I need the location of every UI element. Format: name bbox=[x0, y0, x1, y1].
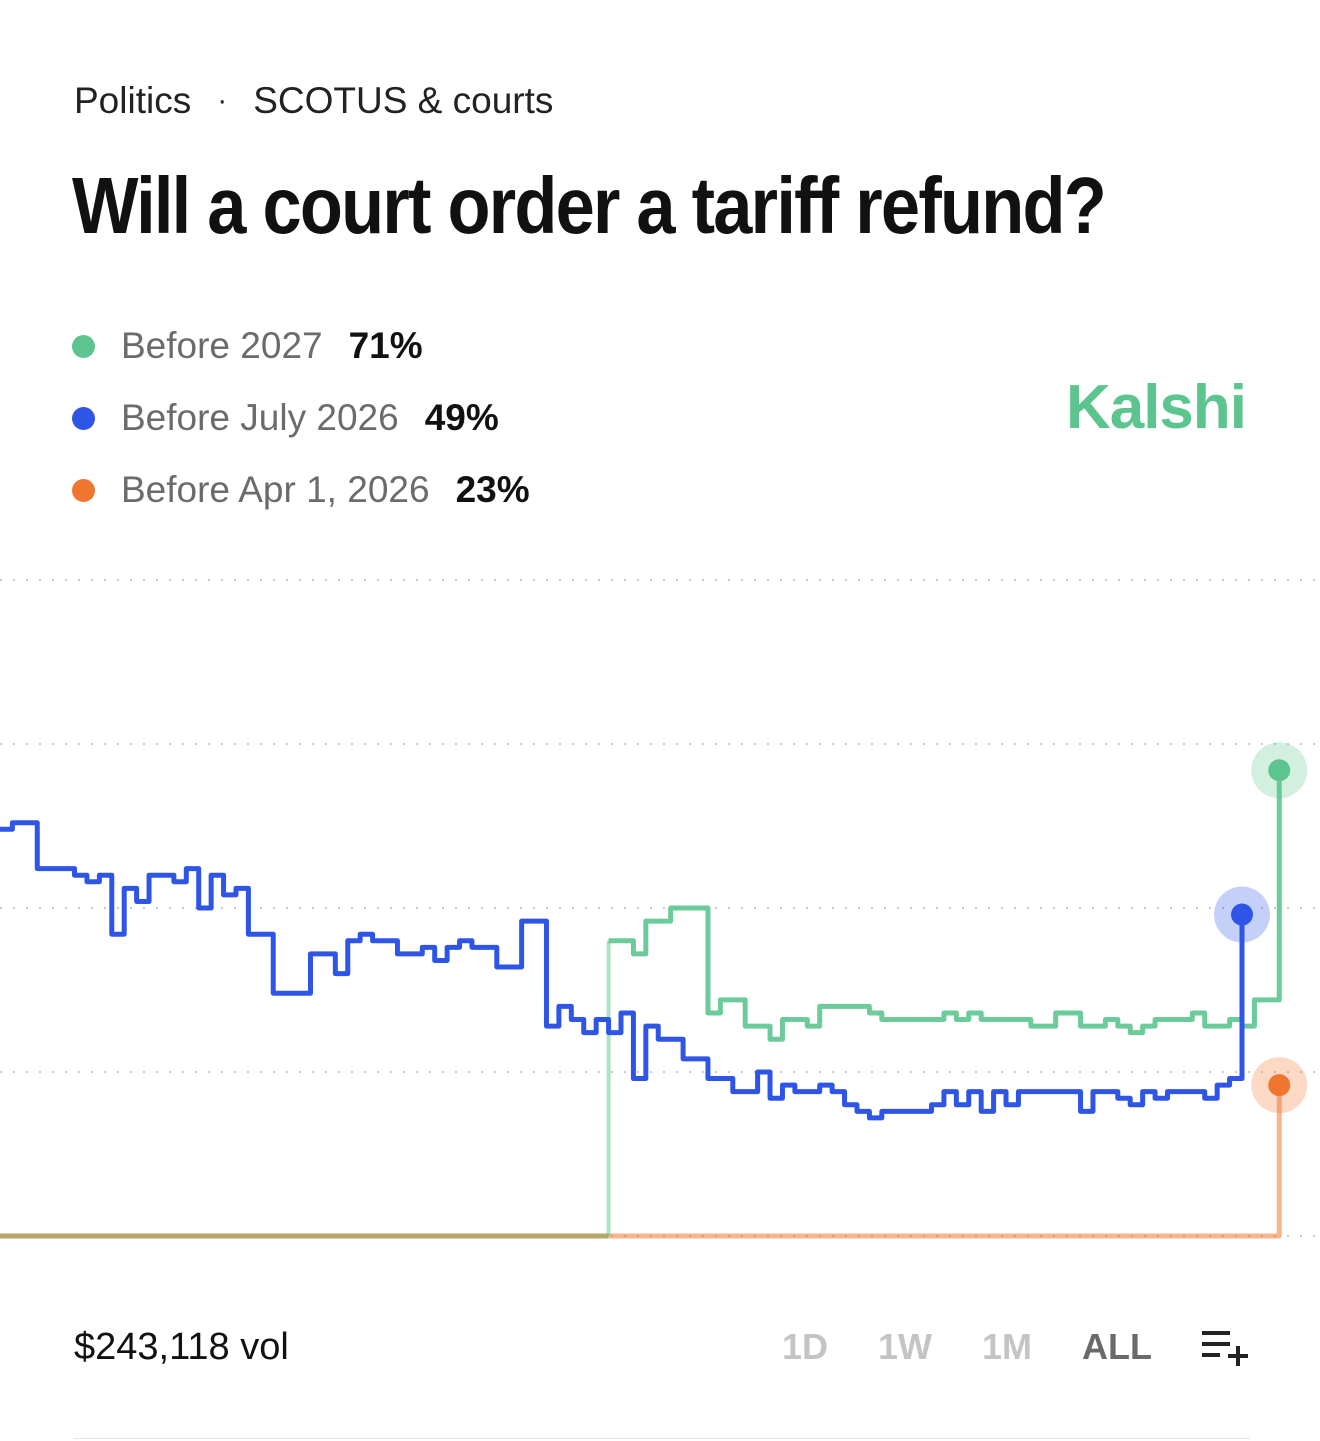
legend-dot bbox=[72, 478, 95, 502]
legend-value: 49% bbox=[424, 397, 499, 438]
series-line bbox=[0, 820, 1245, 1121]
chart-endpoints bbox=[1214, 742, 1308, 1114]
breadcrumb: Politics · SCOTUS & courts bbox=[74, 80, 553, 122]
volume-text: $243,118 vol bbox=[74, 1326, 289, 1368]
legend-item-before-2027[interactable]: Before 2027 71% bbox=[72, 310, 530, 382]
chart-footer: $243,118 vol 1D 1W 1M ALL bbox=[0, 1320, 1320, 1380]
legend-item-before-july-2026[interactable]: Before July 2026 49% bbox=[72, 382, 530, 454]
page-title: Will a court order a tariff refund? bbox=[72, 161, 1107, 250]
legend-dot bbox=[72, 334, 95, 358]
endpoint-dot[interactable] bbox=[1231, 903, 1253, 926]
range-1w-button[interactable]: 1W bbox=[878, 1326, 932, 1367]
range-1d-button[interactable]: 1D bbox=[781, 1326, 828, 1367]
breadcrumb-subcategory[interactable]: SCOTUS & courts bbox=[253, 80, 554, 121]
endpoint-dot[interactable] bbox=[1268, 759, 1291, 782]
legend-label: Before July 2026 bbox=[121, 397, 399, 438]
playlist-add-icon[interactable] bbox=[1200, 1327, 1250, 1367]
legend-label: Before 2027 bbox=[121, 325, 323, 366]
time-range-selector: 1D 1W 1M ALL bbox=[782, 1326, 1250, 1368]
outcome-legend: Before 2027 71% Before July 2026 49% Bef… bbox=[72, 310, 530, 526]
range-1m-button[interactable]: 1M bbox=[982, 1326, 1033, 1367]
endpoint-dot[interactable] bbox=[1268, 1074, 1291, 1097]
breadcrumb-separator: · bbox=[217, 84, 228, 117]
range-all-button[interactable]: ALL bbox=[1082, 1326, 1152, 1367]
legend-dot bbox=[72, 406, 95, 430]
series-line bbox=[608, 1085, 1282, 1239]
legend-value: 23% bbox=[455, 469, 530, 510]
legend-value: 71% bbox=[348, 325, 423, 366]
legend-item-before-apr-2026[interactable]: Before Apr 1, 2026 23% bbox=[72, 454, 530, 526]
series-line bbox=[608, 770, 1282, 1042]
price-chart[interactable] bbox=[0, 560, 1320, 1260]
kalshi-logo: Kalshi bbox=[1065, 373, 1247, 442]
legend-label: Before Apr 1, 2026 bbox=[121, 469, 430, 510]
divider bbox=[74, 1438, 1250, 1439]
breadcrumb-category[interactable]: Politics bbox=[74, 80, 192, 121]
chart-series bbox=[0, 770, 1282, 1239]
